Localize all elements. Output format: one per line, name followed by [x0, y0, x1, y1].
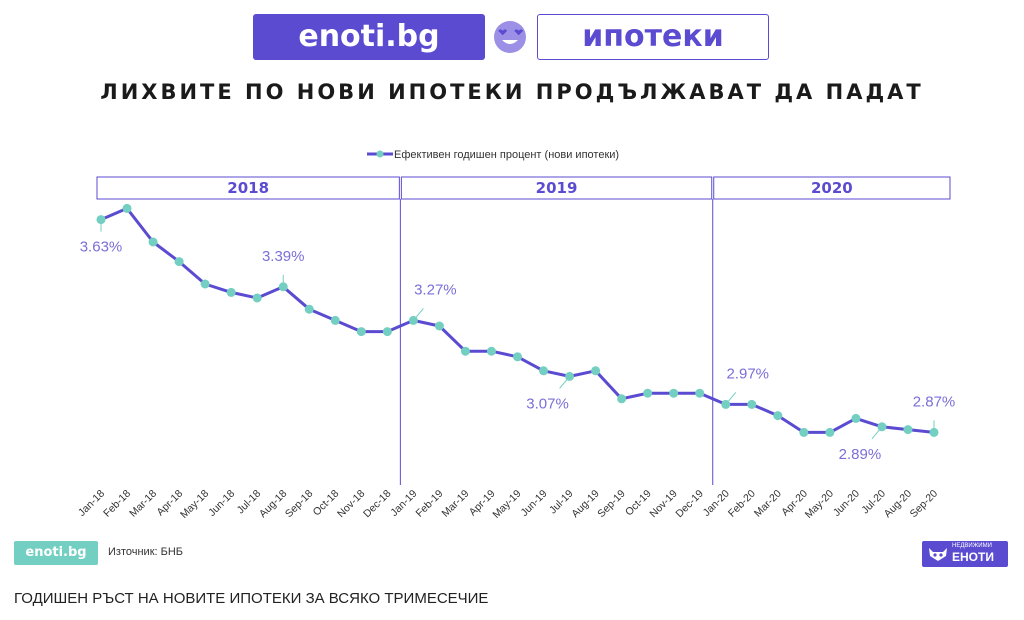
x-tick-label: Sep-19 — [595, 488, 628, 521]
data-point — [669, 388, 679, 398]
x-tick-label: Dec-18 — [361, 488, 394, 521]
data-label: 2.87% — [913, 393, 956, 410]
legend-dot-marker — [376, 150, 384, 158]
data-point — [747, 399, 757, 409]
x-tick-label: Aug-20 — [882, 488, 915, 521]
x-tick-label: May-18 — [178, 488, 211, 521]
topic-badge: ипотеки — [537, 14, 769, 60]
data-point — [148, 237, 158, 247]
data-label: 2.89% — [839, 446, 882, 463]
x-tick-label: Aug-19 — [569, 488, 602, 521]
x-tick-label: Feb-18 — [101, 488, 133, 520]
data-label: 2.97% — [726, 365, 769, 382]
next-section-heading: ГОДИШЕН РЪСТ НА НОВИТЕ ИПОТЕКИ ЗА ВСЯКО … — [14, 590, 489, 607]
raccoon-icon — [929, 548, 947, 561]
x-tick-label: Jan-20 — [701, 488, 732, 519]
annotation-leader — [725, 392, 737, 405]
page-title: ЛИХВИТЕ ПО НОВИ ИПОТЕКИ ПРОДЪЛЖАВАТ ДА П… — [100, 80, 924, 104]
data-point — [513, 352, 522, 362]
year-group-label: 2019 — [536, 179, 578, 197]
x-tick-label: Mar-20 — [752, 488, 784, 520]
data-point — [174, 257, 184, 267]
x-tick-label: Nov-18 — [335, 488, 368, 521]
data-label: 3.27% — [414, 281, 457, 298]
x-tick-label: Sep-20 — [908, 488, 941, 521]
data-point — [330, 315, 340, 325]
series-line — [100, 206, 935, 434]
data-label: 3.07% — [526, 395, 569, 412]
footer-brand-badge: enoti.bg — [14, 541, 98, 565]
year-group-label: 2018 — [227, 179, 269, 197]
data-point — [200, 279, 210, 289]
legend-label: Ефективен годишен процент (нови ипотеки) — [394, 149, 619, 161]
data-point — [617, 394, 627, 404]
x-tick-label: Jun-18 — [206, 488, 237, 519]
x-tick-label: Jan-18 — [76, 488, 107, 519]
data-point — [773, 411, 783, 421]
logo-name: ЕНОТИ — [952, 550, 994, 564]
x-tick-label: Dec-19 — [673, 488, 706, 521]
x-tick-label: Jun-20 — [831, 488, 862, 519]
logo-tagline: НЕДВИЖИМИ — [952, 543, 992, 549]
annotation-leader — [412, 308, 424, 321]
data-point — [460, 346, 470, 356]
legend: Ефективен годишен процент (нови ипотеки) — [367, 149, 619, 161]
data-point — [539, 366, 549, 376]
year-group-box — [96, 176, 400, 200]
annotation-leader — [559, 376, 570, 389]
data-point — [643, 388, 653, 398]
data-point — [356, 327, 366, 337]
heart-eyes-emoji-icon — [494, 21, 526, 53]
x-tick-label: May-20 — [803, 488, 836, 521]
data-point — [382, 327, 392, 337]
x-tick-label: Nov-19 — [647, 488, 680, 521]
data-point — [903, 425, 913, 435]
annotation-leader — [871, 426, 883, 440]
data-point — [304, 304, 314, 314]
x-tick-label: Jun-19 — [518, 488, 549, 519]
data-point — [591, 366, 601, 376]
data-point — [486, 346, 496, 356]
x-tick-label: Aug-18 — [257, 488, 290, 521]
data-point — [122, 203, 132, 213]
year-group-label: 2020 — [811, 179, 853, 197]
line-chart: Ефективен годишен процент (нови ипотеки)… — [76, 149, 956, 521]
source-note: Източник: БНБ — [108, 546, 183, 558]
enoti-logo: НЕДВИЖИМИ ЕНОТИ — [922, 541, 1008, 567]
data-label: 3.63% — [80, 239, 123, 256]
data-point — [799, 427, 809, 437]
data-point — [851, 413, 861, 423]
x-tick-label: Feb-19 — [414, 488, 446, 520]
x-tick-label: Mar-18 — [127, 488, 159, 520]
data-point — [252, 293, 262, 303]
x-tick-label: Sep-18 — [283, 488, 316, 521]
x-tick-label: Feb-20 — [726, 488, 758, 520]
data-point — [434, 321, 444, 331]
data-point — [825, 427, 835, 437]
x-tick-label: Mar-19 — [440, 488, 472, 520]
year-group-box — [713, 176, 951, 200]
data-label: 3.39% — [262, 248, 305, 265]
x-tick-label: Jan-19 — [388, 488, 419, 519]
data-point — [695, 388, 705, 398]
data-point — [226, 287, 236, 297]
brand-badge: enoti.bg — [253, 14, 485, 60]
year-group-box — [400, 176, 713, 200]
x-tick-label: May-19 — [490, 488, 523, 521]
